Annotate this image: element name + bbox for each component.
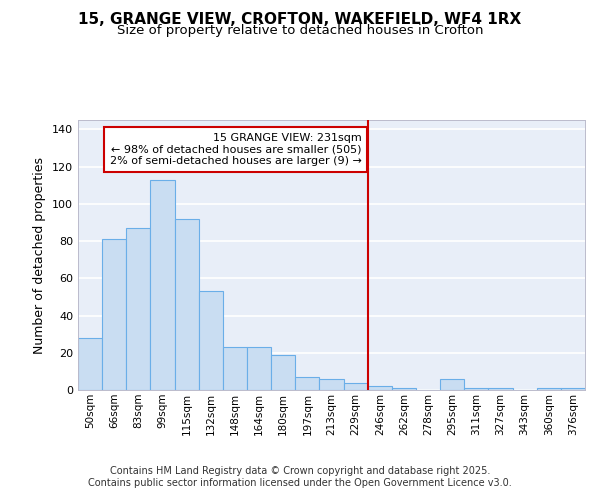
Bar	[126, 228, 151, 390]
Text: 15, GRANGE VIEW, CROFTON, WAKEFIELD, WF4 1RX: 15, GRANGE VIEW, CROFTON, WAKEFIELD, WF4…	[79, 12, 521, 28]
Y-axis label: Number of detached properties: Number of detached properties	[34, 156, 46, 354]
Bar	[78, 338, 102, 390]
Bar	[102, 239, 126, 390]
Bar	[392, 388, 416, 390]
Bar	[344, 382, 368, 390]
Text: 15 GRANGE VIEW: 231sqm
← 98% of detached houses are smaller (505)
2% of semi-det: 15 GRANGE VIEW: 231sqm ← 98% of detached…	[110, 133, 362, 166]
Bar	[537, 388, 561, 390]
Bar	[271, 354, 295, 390]
Bar	[295, 377, 319, 390]
Bar	[199, 292, 223, 390]
Bar	[464, 388, 488, 390]
Bar	[488, 388, 512, 390]
Bar	[319, 379, 344, 390]
Bar	[247, 347, 271, 390]
Bar	[175, 218, 199, 390]
Text: Contains HM Land Registry data © Crown copyright and database right 2025.
Contai: Contains HM Land Registry data © Crown c…	[88, 466, 512, 487]
Bar	[368, 386, 392, 390]
Text: Size of property relative to detached houses in Crofton: Size of property relative to detached ho…	[117, 24, 483, 37]
Bar	[151, 180, 175, 390]
Bar	[561, 388, 585, 390]
Bar	[223, 347, 247, 390]
Bar	[440, 379, 464, 390]
